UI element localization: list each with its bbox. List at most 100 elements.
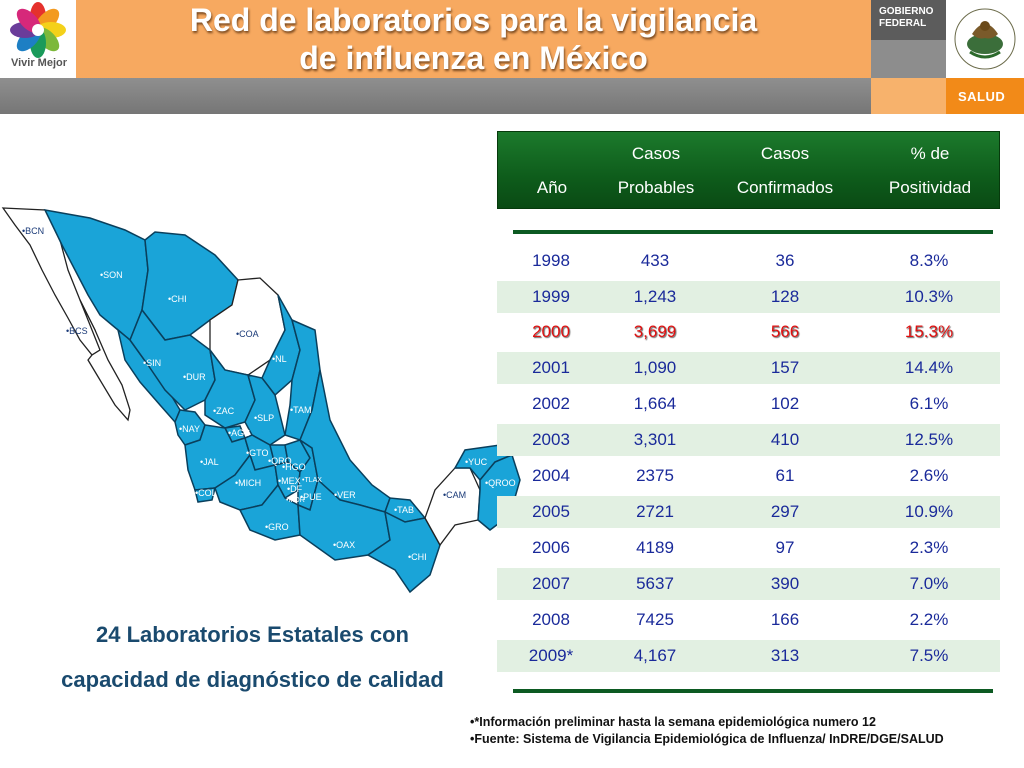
table-row: 1998 433 36 8.3% xyxy=(497,245,1000,277)
cell-positividad: 8.3% xyxy=(909,251,949,270)
map-caption: 24 Laboratorios Estatales con capacidad … xyxy=(20,612,485,702)
cell-year: 2000 xyxy=(532,322,570,341)
title-line-1: Red de laboratorios para la vigilancia xyxy=(189,2,758,38)
gob-line-1: Gobierno xyxy=(879,6,934,17)
table-row: 2007 5637 390 7.0% xyxy=(497,568,1000,600)
title-band: Red de laboratorios para la vigilancia d… xyxy=(76,0,871,78)
cell-probables: 4,167 xyxy=(633,646,677,665)
col-header-pos-1: % de xyxy=(910,144,950,163)
map-label-pue: •PUE xyxy=(300,492,322,502)
cell-positividad: 12.5% xyxy=(904,430,954,449)
cell-positividad: 7.0% xyxy=(909,574,949,593)
cell-probables: 1,243 xyxy=(633,287,677,306)
cell-confirmados: 157 xyxy=(770,358,800,377)
vivir-mejor-logo: Vivir Mejor xyxy=(0,0,76,78)
cell-year: 1999 xyxy=(532,287,570,306)
table-row: 2006 4189 97 2.3% xyxy=(497,532,1000,564)
map-label-ver: •VER xyxy=(334,490,356,500)
map-state-bcs xyxy=(79,299,131,422)
cell-probables: 2375 xyxy=(636,466,674,485)
cell-positividad: 2.6% xyxy=(909,466,949,485)
map-label-zac: •ZAC xyxy=(213,406,235,416)
table-row: 2001 1,090 157 14.4% xyxy=(497,352,1000,384)
table-row: 2008 7425 166 2.2% xyxy=(497,604,1000,636)
map-label-df: •DF xyxy=(287,484,303,494)
map-label-nay: •NAY xyxy=(179,424,200,434)
caption-line-2: capacidad de diagnóstico de calidad xyxy=(61,667,444,692)
cell-confirmados: 61 xyxy=(775,466,795,485)
map-label-cam: •CAM xyxy=(443,490,466,500)
flower-logo-icon xyxy=(10,2,66,58)
cell-year: 2006 xyxy=(532,538,570,557)
cell-year: 2004 xyxy=(532,466,570,485)
cell-positividad: 6.1% xyxy=(909,394,949,413)
logo-text: Vivir Mejor xyxy=(10,57,68,69)
cell-positividad: 14.4% xyxy=(904,358,954,377)
table-row: 2009* 4,167 313 7.5% xyxy=(497,640,1000,672)
map-label-chi: •CHI xyxy=(168,294,187,304)
map-label-yuc: •YUC xyxy=(465,457,488,467)
cell-year: 2008 xyxy=(532,610,570,629)
map-label-tab: •TAB xyxy=(394,505,414,515)
cell-probables: 1,090 xyxy=(633,358,677,377)
cell-probables: 433 xyxy=(640,251,670,270)
map-label-gro: •GRO xyxy=(265,522,289,532)
table-row: 2003 3,301 410 12.5% xyxy=(497,424,1000,456)
col-header-year: Año xyxy=(536,178,568,197)
map-label-tam: •TAM xyxy=(290,405,311,415)
col-header-conf-2: Confirmados xyxy=(736,178,834,197)
table-row: 2005 2721 297 10.9% xyxy=(497,496,1000,528)
map-label-gto: •GTO xyxy=(246,448,269,458)
map-label-chis: •CHI xyxy=(408,552,427,562)
cell-year: 2009* xyxy=(528,646,574,665)
footnote-preliminary: •*Información preliminar hasta la semana… xyxy=(470,715,876,729)
caption-line-1: 24 Laboratorios Estatales con xyxy=(96,622,409,647)
table-bottom-rule xyxy=(513,689,993,693)
cell-confirmados: 313 xyxy=(770,646,800,665)
salud-text: SALUD xyxy=(958,89,1006,104)
map-label-oax: •OAX xyxy=(333,540,355,550)
cell-positividad: 10.3% xyxy=(904,287,954,306)
cell-confirmados: 97 xyxy=(775,538,795,557)
page-title: Red de laboratorios para la vigilancia d… xyxy=(76,0,871,78)
map-label-son: •SON xyxy=(100,270,123,280)
map-state-cam xyxy=(424,467,481,547)
map-label-bcs: •BCS xyxy=(66,326,88,336)
map-state-zac xyxy=(204,349,256,429)
gob-line-2: Federal xyxy=(879,18,927,29)
table-row-highlight: 2000 3,699 566 15.3% xyxy=(497,316,1000,348)
map-label-mor: •MOR xyxy=(286,497,305,504)
title-line-2: de influenza en México xyxy=(299,40,648,76)
col-header-prob-1: Casos xyxy=(631,144,681,163)
national-seal xyxy=(946,0,1024,78)
cell-confirmados: 297 xyxy=(770,502,800,521)
cell-confirmados: 36 xyxy=(775,251,795,270)
col-header-conf-1: Casos xyxy=(760,144,810,163)
map-label-hgo: •HGO xyxy=(282,462,306,472)
cell-probables: 1,664 xyxy=(633,394,677,413)
cell-probables: 2721 xyxy=(636,502,674,521)
cell-confirmados: 390 xyxy=(770,574,800,593)
cell-probables: 5637 xyxy=(636,574,674,593)
map-label-dur: •DUR xyxy=(183,372,206,382)
map-label-slp: •SLP xyxy=(254,413,274,423)
map-label-qro: •QRO xyxy=(268,456,292,466)
cell-positividad: 2.3% xyxy=(909,538,949,557)
map-label-col: •COL xyxy=(195,488,217,498)
cell-positividad: 15.3% xyxy=(904,322,954,341)
cell-year: 2003 xyxy=(532,430,570,449)
cell-probables: 7425 xyxy=(636,610,674,629)
map-label-mich: •MICH xyxy=(235,478,261,488)
map-label-tlax: •TLAX xyxy=(302,477,322,484)
cell-year: 1998 xyxy=(532,251,570,270)
map-label-mex: •MEX xyxy=(278,476,301,486)
cell-positividad: 10.9% xyxy=(904,502,954,521)
cell-probables: 3,699 xyxy=(633,322,677,341)
cell-positividad: 7.5% xyxy=(909,646,949,665)
gobierno-federal-badge: Gobierno Federal xyxy=(871,0,946,40)
map-label-bcn: •BCN xyxy=(22,226,44,236)
map-label-sin: •SIN xyxy=(143,358,161,368)
cell-positividad: 2.2% xyxy=(909,610,949,629)
table-row: 2002 1,664 102 6.1% xyxy=(497,388,1000,420)
cell-probables: 3,301 xyxy=(633,430,677,449)
